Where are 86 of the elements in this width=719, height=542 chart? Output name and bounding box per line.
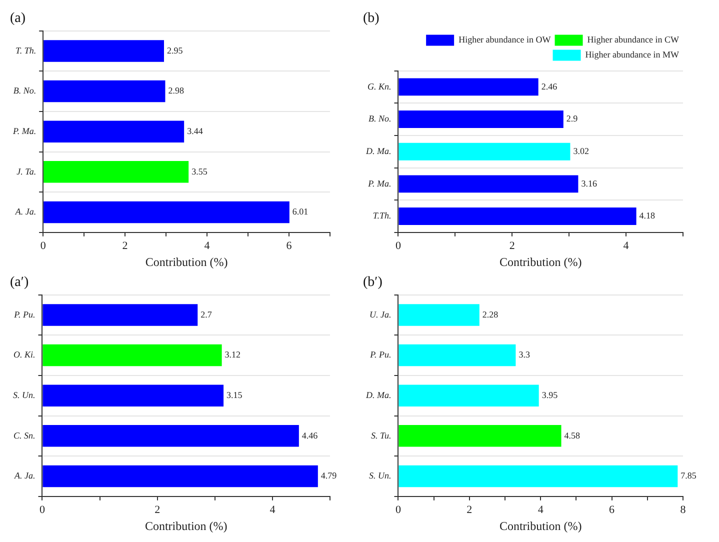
y-tick-label: O. Ki. (13, 350, 36, 360)
bar (398, 465, 678, 488)
data-label: 3.16 (581, 178, 598, 188)
data-label: 4.58 (564, 430, 581, 440)
data-label: 3.55 (192, 166, 208, 176)
chart-title: (a′) (10, 275, 29, 290)
legend-label: Higher abundance in OW (458, 34, 552, 45)
data-label: 3.3 (518, 350, 530, 360)
x-tick-label: 0 (40, 240, 46, 252)
bar (42, 465, 318, 488)
bar (398, 110, 564, 128)
chart-title: (b′) (363, 275, 383, 290)
bar (398, 142, 570, 160)
legend-label: Higher abundance in CW (587, 34, 680, 45)
y-tick-label: J. Ta. (16, 166, 36, 176)
data-label: 3.95 (542, 390, 558, 400)
x-axis-title: Contribution (%) (144, 518, 228, 533)
y-tick-label: B. No. (368, 114, 392, 124)
x-tick-label: 4 (204, 240, 210, 252)
y-tick-label: G. Kn. (367, 81, 392, 92)
data-label: 2.9 (566, 114, 578, 124)
y-tick-label: P. Pu. (369, 350, 392, 360)
y-tick-label: S. Un. (13, 390, 36, 400)
bar (398, 175, 578, 193)
bar (44, 120, 184, 142)
x-tick-label: 0 (395, 240, 402, 252)
x-tick-label: 6 (609, 504, 616, 516)
x-axis-title: Contribution (%) (499, 518, 582, 533)
x-tick-label: 8 (680, 504, 686, 516)
x-axis-title: Contribution (%) (499, 254, 582, 269)
data-label: 2.28 (482, 309, 499, 320)
y-tick-label: P. Ma. (367, 178, 392, 188)
x-axis-title: Contribution (%) (145, 254, 228, 269)
y-tick-label: C. Sn. (13, 430, 36, 440)
data-label: 7.85 (680, 470, 697, 481)
x-tick-label: 2 (509, 240, 515, 252)
data-label: 2.95 (167, 45, 184, 56)
data-label: 3.44 (187, 126, 204, 136)
x-tick-label: 2 (122, 240, 128, 252)
data-label: 4.46 (302, 430, 318, 440)
x-tick-label: 0 (40, 504, 46, 516)
y-tick-label: S. Tu. (370, 430, 392, 440)
y-tick-label: T.Th. (372, 210, 392, 221)
data-label: 3.15 (226, 390, 243, 400)
data-label: 4.79 (320, 470, 338, 481)
data-label: 3.02 (573, 146, 589, 156)
y-tick-label: S. Un. (368, 470, 392, 481)
y-tick-label: A. Ja. (14, 470, 36, 481)
y-tick-label: U. Ja. (369, 309, 392, 320)
y-tick-label: P. Pu. (13, 309, 36, 320)
data-label: 6.01 (292, 206, 308, 217)
x-tick-label: 4 (623, 240, 630, 252)
legend-label: Higher abundance in MW (585, 50, 680, 60)
bar (42, 425, 299, 447)
data-label: 2.98 (168, 86, 184, 96)
bar (398, 425, 562, 447)
bar (42, 384, 224, 406)
bar (398, 78, 538, 96)
bar (398, 304, 480, 326)
y-tick-label: B. No. (13, 86, 36, 96)
data-label: 2.46 (541, 81, 558, 92)
x-tick-label: 6 (286, 240, 292, 252)
x-tick-label: 4 (538, 504, 544, 516)
y-tick-label: T. Th. (15, 45, 36, 56)
data-label: 3.12 (224, 350, 241, 360)
y-tick-label: D. Ma. (364, 390, 392, 400)
data-label: 2.7 (200, 309, 212, 320)
chart-title: (b) (363, 11, 380, 26)
chart-title: (a) (10, 11, 26, 26)
bar (44, 161, 189, 183)
bar (42, 344, 222, 366)
x-tick-label: 2 (154, 504, 160, 516)
bar (398, 344, 516, 366)
bar (398, 384, 539, 406)
x-tick-label: 4 (270, 504, 276, 516)
bar (44, 201, 290, 224)
y-tick-label: A. Ja. (14, 206, 36, 217)
x-tick-label: 0 (395, 504, 402, 516)
data-label: 4.18 (639, 210, 656, 221)
bar (44, 80, 166, 102)
y-tick-label: P. Ma. (12, 126, 36, 136)
bar (398, 208, 636, 225)
y-tick-label: D. Ma. (364, 146, 392, 156)
bar (44, 40, 164, 62)
bar (42, 304, 198, 326)
x-tick-label: 2 (466, 504, 472, 516)
